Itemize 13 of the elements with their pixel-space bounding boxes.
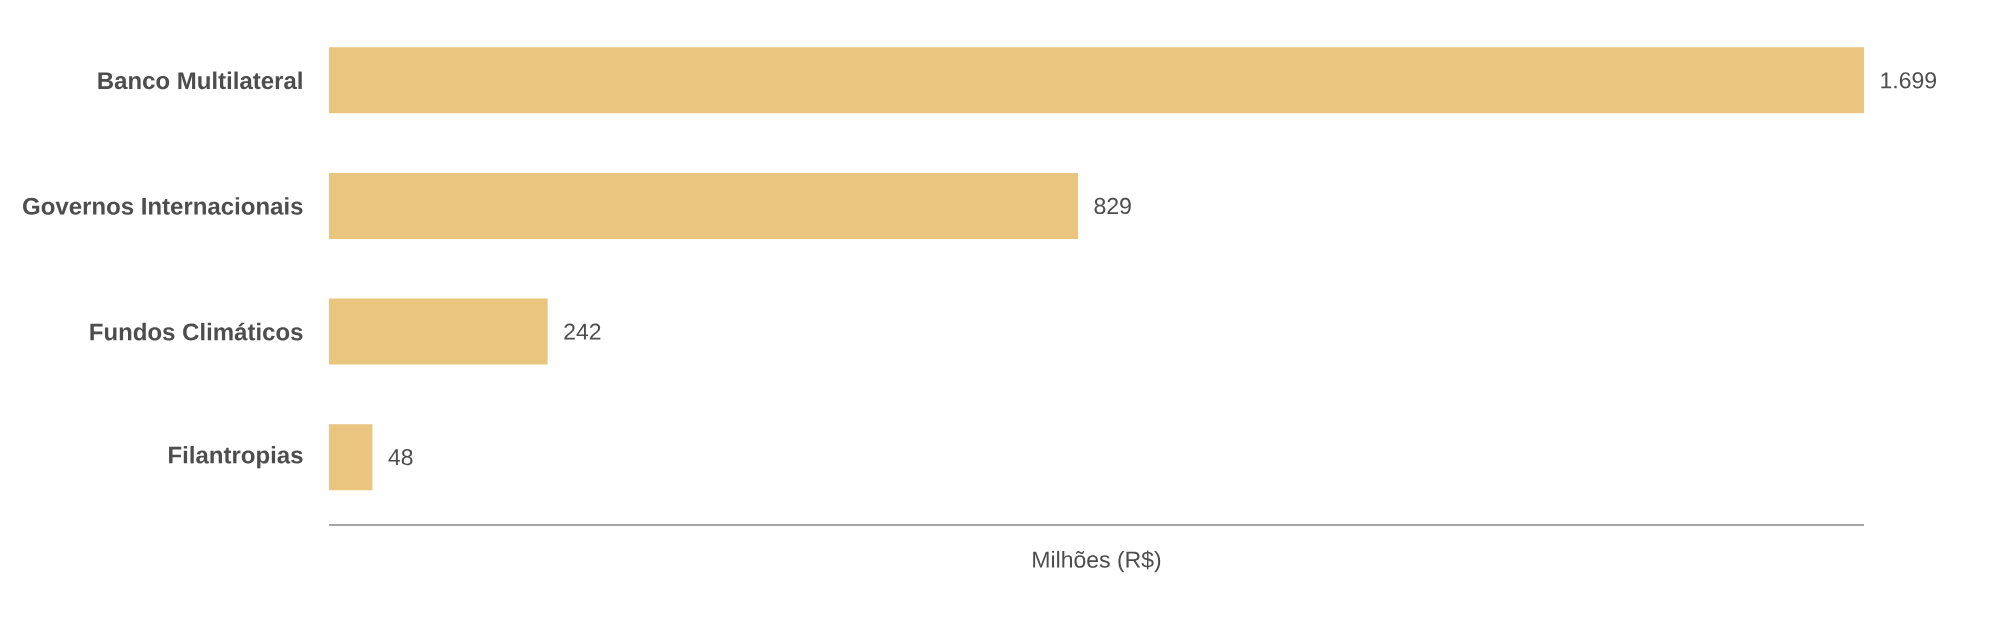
y-tick-label: Banco Multilateral <box>98 71 302 90</box>
y-tick-label: Governos Internacionais <box>23 197 303 215</box>
x-axis-title: Milhões (R$) <box>1033 550 1161 573</box>
bar <box>329 298 548 365</box>
data-label: 242 <box>564 323 601 340</box>
data-label: 1.699 <box>1881 72 1936 89</box>
data-label: 829 <box>1094 197 1131 215</box>
bar <box>329 47 1864 114</box>
bar <box>329 424 373 491</box>
y-tick-label: Filantropias <box>169 445 303 469</box>
data-label: 48 <box>388 449 413 466</box>
y-tick-label: Fundos Climáticos <box>90 322 303 341</box>
bar <box>329 172 1078 239</box>
